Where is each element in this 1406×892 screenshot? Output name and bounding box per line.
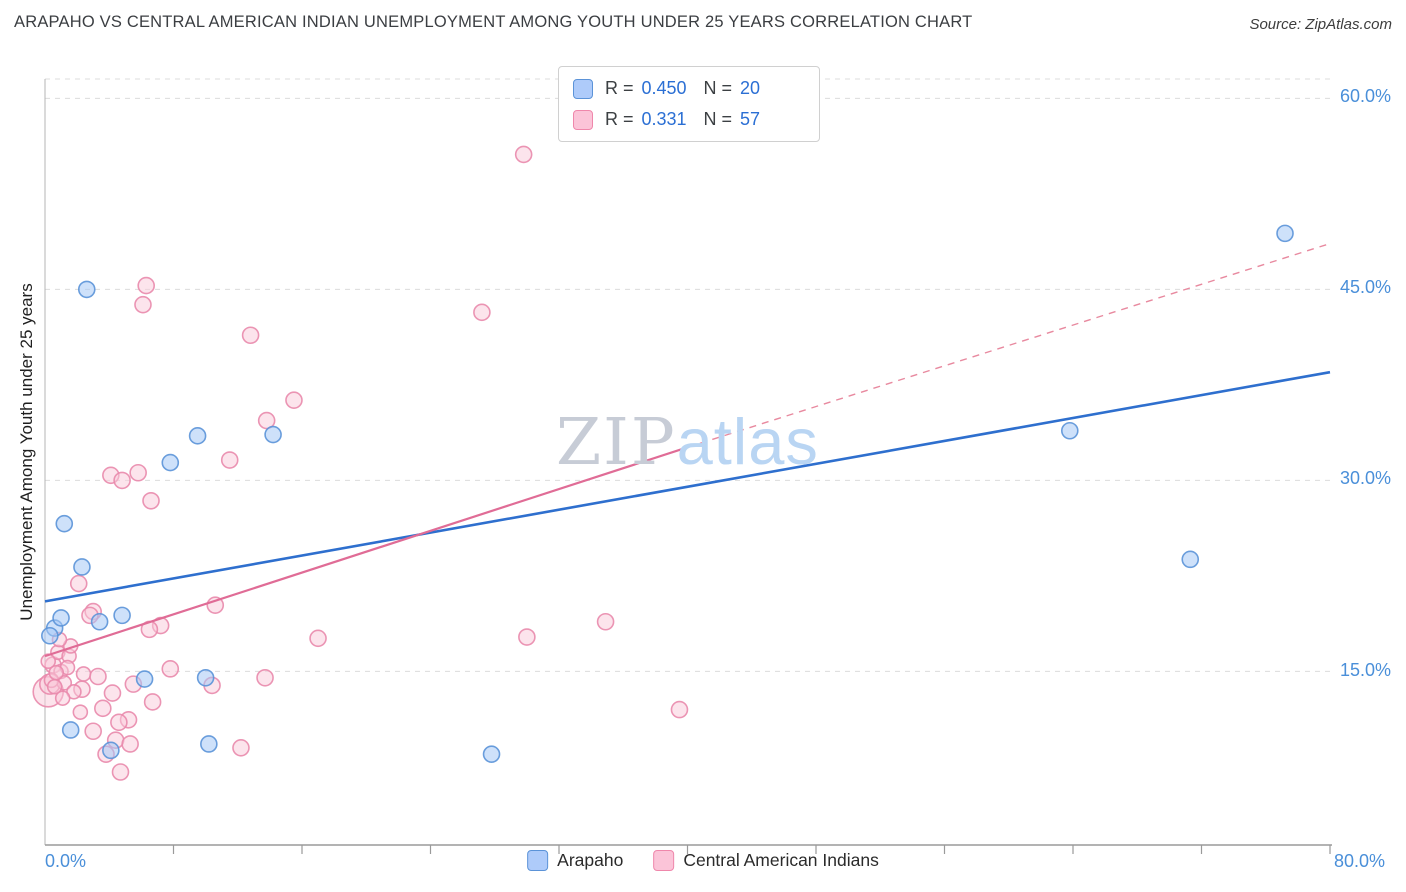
- arapaho-point: [102, 741, 120, 760]
- arapaho-point: [113, 606, 131, 625]
- central-american-indians-point: [75, 666, 92, 682]
- arapaho-point: [196, 668, 215, 687]
- arapaho-point: [61, 721, 80, 739]
- central-american-trend-dashed: [687, 242, 1331, 448]
- n-label: N =: [703, 78, 733, 98]
- n-value: 57: [740, 109, 761, 129]
- arapaho-point: [55, 514, 74, 533]
- legend-item-label: Arapaho: [557, 850, 624, 870]
- central-american-indians-point: [142, 491, 160, 510]
- central-american-indians-point: [54, 690, 71, 706]
- central-american-indians-point: [121, 735, 139, 753]
- zipatlas-watermark: ZIPatlas: [556, 404, 819, 480]
- legend-row-arapaho: R = 0.450 N = 20: [573, 76, 805, 101]
- central-american-indians-point: [596, 612, 615, 631]
- arapaho-point: [161, 453, 180, 472]
- arapaho-legend-swatch: [527, 850, 549, 871]
- central-american-indians-point: [256, 668, 274, 687]
- arapaho-point: [188, 427, 207, 445]
- central-american-indians-point: [232, 739, 250, 757]
- central-american-indians-point: [309, 629, 327, 648]
- arapaho-point: [77, 280, 96, 299]
- central-american-indians-point: [103, 684, 122, 702]
- central-american-indians-point: [220, 451, 239, 469]
- central-american-indians-point: [473, 303, 491, 322]
- arapaho-point: [52, 609, 70, 627]
- arapaho-point: [1181, 550, 1200, 569]
- x-tick-min: 0.0%: [45, 851, 87, 871]
- y-tick-15: 15.0%: [1340, 660, 1392, 680]
- x-tick-max: 80.0%: [1334, 851, 1386, 871]
- y-tick-60: 60.0%: [1340, 86, 1392, 106]
- series-legend: Arapaho Central American Indians: [527, 850, 879, 871]
- n-value: 20: [740, 78, 761, 98]
- central-american-indians-point: [69, 574, 88, 593]
- arapaho-point: [200, 735, 218, 753]
- watermark-atlas: atlas: [676, 405, 819, 478]
- central-american-indians-point: [94, 699, 112, 718]
- central-american-indians-point: [89, 667, 107, 686]
- central-american-indians-point: [670, 700, 689, 719]
- central-american-indians-point: [48, 664, 65, 681]
- central-american-indians-point: [518, 628, 536, 646]
- y-tick-45: 45.0%: [1340, 277, 1392, 297]
- central-american-swatch: [573, 109, 593, 130]
- source-credit: Source: ZipAtlas.com: [1249, 16, 1392, 33]
- arapaho-point: [482, 745, 501, 763]
- central-american-indians-point: [241, 326, 260, 345]
- arapaho-trend: [44, 370, 1331, 603]
- page-title: ARAPAHO VS CENTRAL AMERICAN INDIAN UNEMP…: [14, 13, 973, 31]
- central-american-indians-point: [514, 145, 533, 164]
- legend-item-label: Central American Indians: [683, 850, 879, 870]
- r-value: 0.450: [641, 78, 687, 98]
- central-american-indians-point: [137, 276, 155, 295]
- correlation-legend: R = 0.450 N = 20 R = 0.331 N = 57: [558, 66, 820, 142]
- arapaho-point: [1060, 421, 1079, 440]
- arapaho-swatch: [573, 78, 593, 99]
- central-american-indians-point: [143, 693, 162, 711]
- y-tick-30: 30.0%: [1340, 468, 1392, 488]
- central-american-indians-point: [129, 463, 147, 482]
- central-american-indians-point: [134, 295, 152, 314]
- central-american-indians-point: [84, 722, 102, 741]
- arapaho-point: [264, 425, 282, 444]
- arapaho-point: [41, 626, 59, 645]
- central-american-trend-solid: [44, 446, 688, 658]
- legend-row-central-american: R = 0.331 N = 57: [573, 107, 805, 132]
- central-american-indians-point: [113, 471, 131, 490]
- r-label: R =: [605, 109, 634, 129]
- central-american-indians-point: [72, 704, 89, 720]
- y-axis-label: Unemployment Among Youth under 25 years: [17, 283, 36, 621]
- central-american-indians-point: [111, 763, 130, 781]
- arapaho-point: [73, 558, 91, 576]
- r-label: R =: [605, 78, 634, 98]
- arapaho-point: [1276, 224, 1294, 243]
- legend-item-arapaho[interactable]: Arapaho: [527, 850, 623, 871]
- central-american-legend-swatch: [653, 850, 675, 871]
- central-american-indians-point: [285, 391, 303, 409]
- central-american-indians-point: [161, 660, 180, 678]
- watermark-zip: ZIP: [556, 405, 677, 480]
- n-label: N =: [703, 109, 733, 129]
- r-value: 0.331: [641, 109, 687, 129]
- legend-item-central-american-indians[interactable]: Central American Indians: [653, 850, 879, 871]
- arapaho-point: [90, 612, 109, 631]
- arapaho-point: [135, 670, 154, 688]
- central-american-indians-point: [110, 713, 128, 732]
